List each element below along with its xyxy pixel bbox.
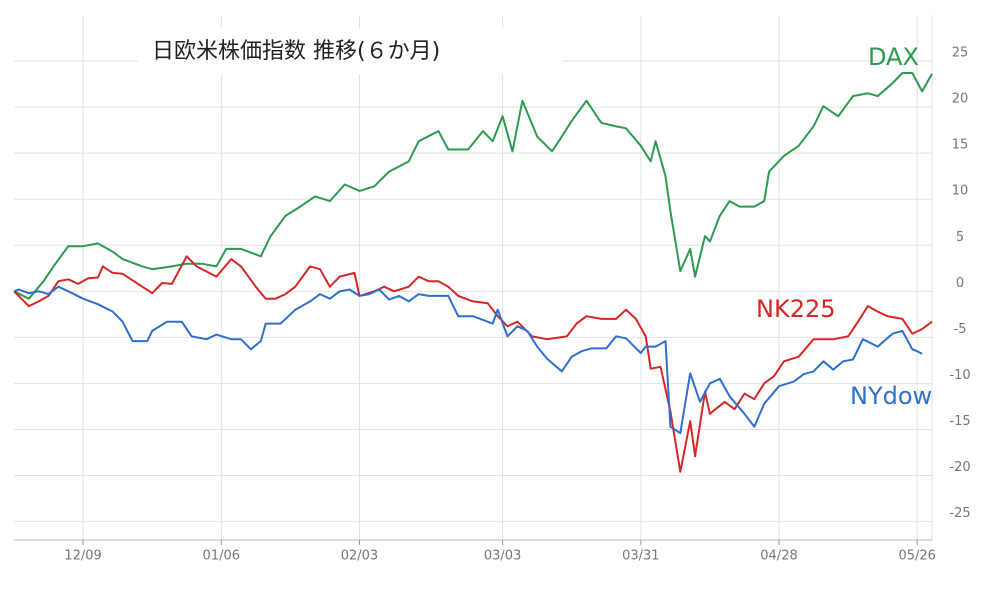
series-label: NK225 <box>756 295 836 323</box>
y-tick-label: -10 <box>949 368 970 383</box>
series-label: NYdow <box>850 382 932 410</box>
series-line <box>13 255 933 473</box>
series-label: DAX <box>868 43 919 71</box>
y-tick-label: 10 <box>952 184 969 199</box>
lines <box>13 72 933 473</box>
y-tick-label: -5 <box>954 322 967 337</box>
x-tick-label: 01/06 <box>203 549 240 564</box>
x-tick-label: 04/28 <box>760 549 797 564</box>
y-tick-label: -15 <box>949 414 970 429</box>
x-tick-label: 05/26 <box>898 549 935 564</box>
y-tick-label: 15 <box>952 138 969 153</box>
series-line <box>13 72 933 300</box>
y-tick-label: 25 <box>952 46 969 61</box>
x-tick-label: 02/03 <box>341 549 378 564</box>
y-tick-label: 0 <box>956 276 964 291</box>
y-tick-label: -25 <box>949 506 970 521</box>
series-line <box>13 285 923 435</box>
x-tick-label: 03/31 <box>622 549 659 564</box>
chart-title: 日欧米株価指数 推移(６か月) <box>152 39 440 64</box>
x-tick-label: 03/03 <box>484 549 521 564</box>
y-tick-label: 5 <box>956 230 964 245</box>
title-box <box>138 28 562 74</box>
grid <box>14 15 933 541</box>
y-tick-label: -20 <box>949 460 970 475</box>
x-tick-label: 12/09 <box>64 549 101 564</box>
y-tick-label: 20 <box>952 92 969 107</box>
